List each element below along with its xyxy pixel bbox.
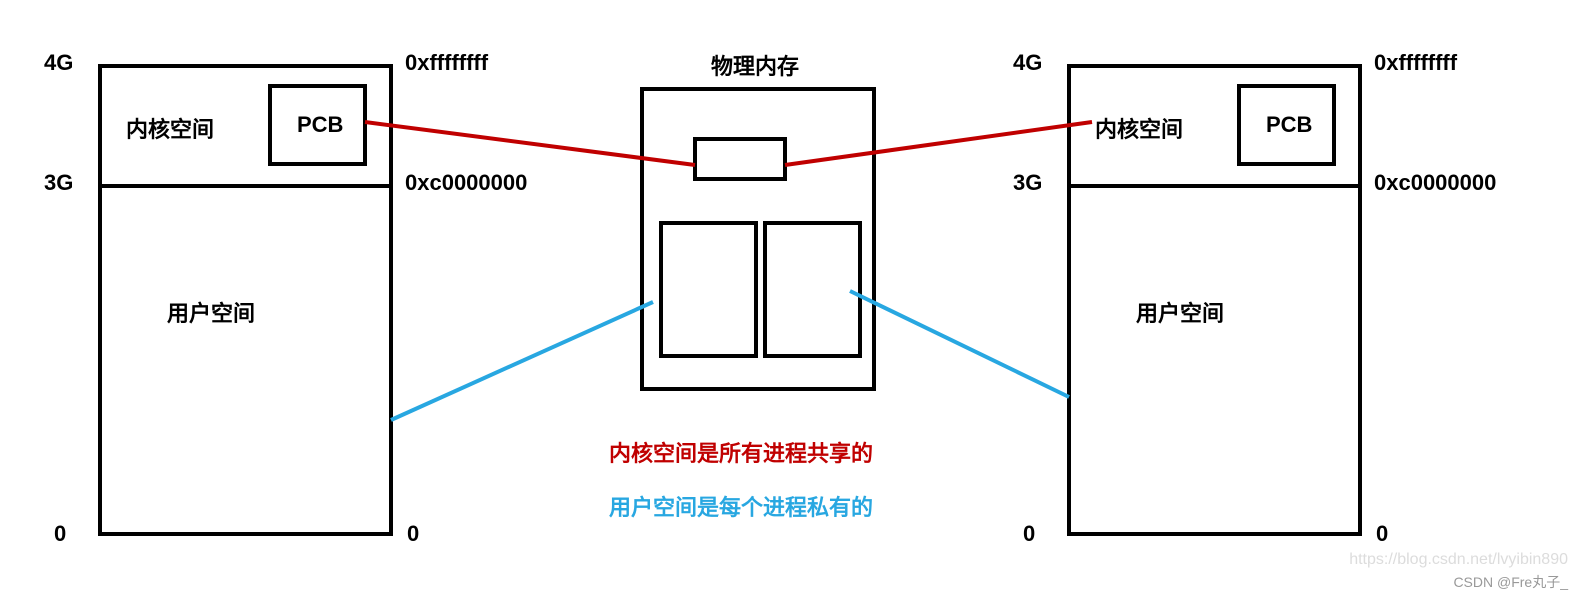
- right-3g-label: 3G: [1013, 170, 1042, 196]
- caption-red: 内核空间是所有进程共享的: [609, 436, 873, 468]
- right-addr-3g: 0xc0000000: [1374, 170, 1496, 196]
- red-line-left: [365, 122, 695, 165]
- left-user-space-label: 用户空间: [167, 296, 255, 328]
- phys-box2-rect: [765, 223, 860, 356]
- left-user-rect: [100, 186, 391, 534]
- watermark-author: CSDN @Fre丸子_: [1453, 572, 1568, 592]
- right-user-rect: [1069, 186, 1360, 534]
- left-kernel-space-label: 内核空间: [126, 112, 214, 144]
- left-3g-label: 3G: [44, 170, 73, 196]
- phys-mem-rect: [642, 89, 874, 389]
- left-pcb-label: PCB: [297, 112, 343, 138]
- right-0-label: 0: [1023, 521, 1035, 547]
- watermark-url: https://blog.csdn.net/lvyibin890: [1349, 551, 1568, 569]
- left-4g-label: 4G: [44, 50, 73, 76]
- left-addr-top: 0xffffffff: [405, 50, 488, 76]
- right-addr-0: 0: [1376, 521, 1388, 547]
- right-user-space-label: 用户空间: [1136, 296, 1224, 328]
- left-0-label: 0: [54, 521, 66, 547]
- blue-line-right: [850, 291, 1069, 397]
- phys-mem-title: 物理内存: [711, 49, 799, 81]
- right-kernel-space-label: 内核空间: [1095, 112, 1183, 144]
- red-line-right: [785, 122, 1092, 165]
- phys-small-rect: [695, 139, 785, 179]
- phys-box1-rect: [661, 223, 756, 356]
- blue-line-left: [391, 302, 653, 420]
- left-addr-3g: 0xc0000000: [405, 170, 527, 196]
- right-addr-top: 0xffffffff: [1374, 50, 1457, 76]
- right-pcb-label: PCB: [1266, 112, 1312, 138]
- caption-blue: 用户空间是每个进程私有的: [609, 490, 873, 522]
- right-4g-label: 4G: [1013, 50, 1042, 76]
- left-addr-0: 0: [407, 521, 419, 547]
